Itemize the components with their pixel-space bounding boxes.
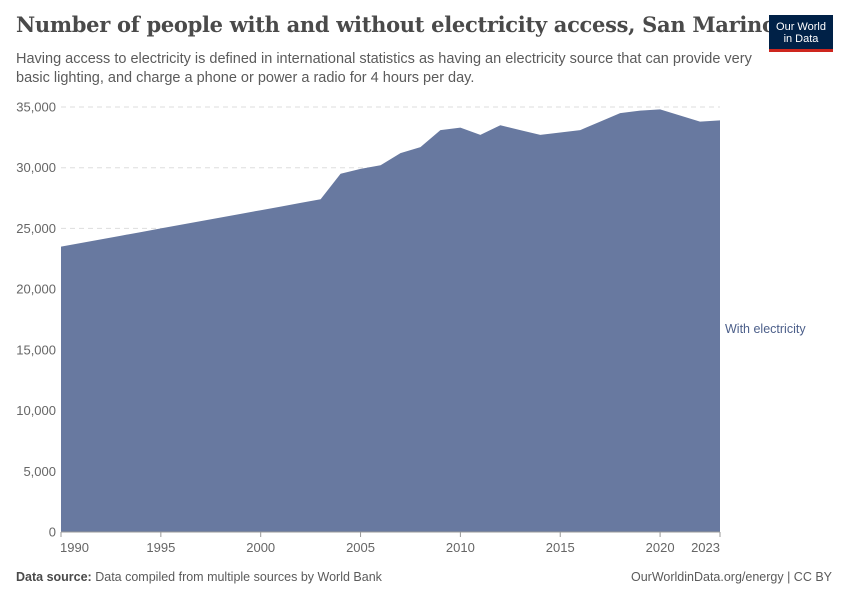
y-tick-label: 5,000 [23, 464, 56, 479]
x-tick-label: 2015 [546, 540, 575, 555]
x-tick-label: 2020 [646, 540, 675, 555]
y-tick-label: 10,000 [16, 403, 56, 418]
x-tick-label: 2005 [346, 540, 375, 555]
owid-logo[interactable]: Our World in Data [769, 15, 833, 52]
y-tick-label: 35,000 [16, 100, 56, 115]
x-tick-label: 1995 [146, 540, 175, 555]
axes: 0 5,000 10,000 15,000 20,000 25,000 30,000 35,0… [16, 100, 721, 555]
data-source: Data source: Data compiled from multiple… [16, 570, 382, 584]
area-series-with-electricity[interactable] [61, 109, 720, 533]
y-tick-label: 25,000 [16, 221, 56, 236]
plot-area [61, 109, 720, 533]
site-license[interactable]: OurWorldinData.org/energy | CC BY [630, 570, 832, 584]
data-source-text: Data compiled from multiple sources by W… [95, 570, 382, 584]
logo-line-1: Our World [776, 21, 826, 33]
x-tick-label: 2000 [246, 540, 275, 555]
logo-line-2: in Data [783, 33, 819, 45]
x-tick-label: 2023 [691, 540, 720, 555]
series-labels: With electricity [725, 322, 806, 336]
series-label-with-electricity: With electricity [725, 322, 806, 336]
chart-title: Number of people with and without electr… [16, 12, 776, 37]
chart-subtitle: Having access to electricity is defined … [16, 51, 752, 86]
data-source-label: Data source: [16, 570, 92, 584]
y-tick-label: 30,000 [16, 160, 56, 175]
x-tick-label: 2010 [446, 540, 475, 555]
y-tick-label: 0 [49, 525, 56, 540]
y-tick-label: 15,000 [16, 342, 56, 357]
y-tick-label: 20,000 [16, 282, 56, 297]
x-tick-label: 1990 [60, 540, 89, 555]
